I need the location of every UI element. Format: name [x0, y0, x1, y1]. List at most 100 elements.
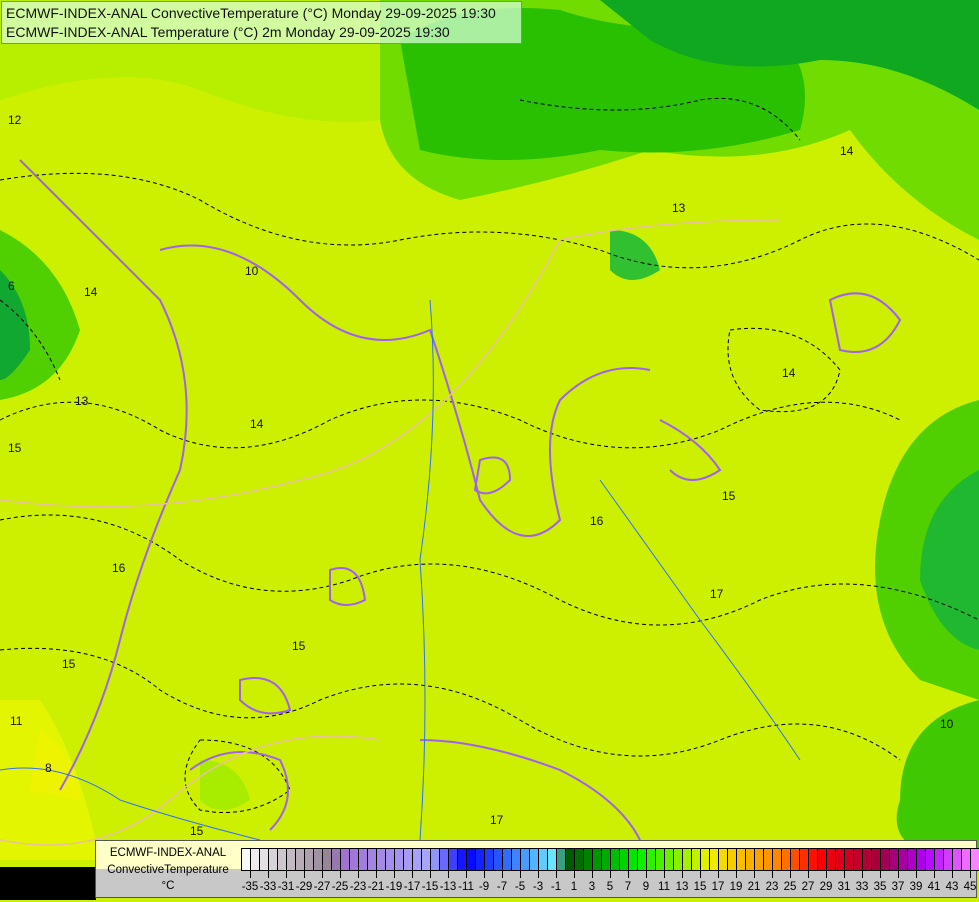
legend-tick-label: 41 [927, 881, 941, 893]
legend-swatch [368, 849, 377, 870]
legend-swatch [251, 849, 260, 870]
legend-swatch [458, 849, 467, 870]
legend-swatch [467, 849, 476, 870]
contour-label: 17 [490, 813, 504, 827]
legend-swatch [278, 849, 287, 870]
legend-tick [880, 870, 881, 878]
legend-tick [268, 870, 269, 878]
legend-tick-label: -33 [259, 881, 277, 893]
contour-label: 15 [722, 489, 736, 503]
legend-tick [502, 870, 503, 878]
legend-swatch [413, 849, 422, 870]
legend-tick-label: 37 [891, 881, 905, 893]
legend-tick [718, 870, 719, 878]
legend-swatch [422, 849, 431, 870]
legend-tick [340, 870, 341, 878]
contour-label: 6 [8, 279, 15, 293]
legend-swatch [575, 849, 584, 870]
legend-tick-label: -25 [331, 881, 349, 893]
legend-swatch [494, 849, 503, 870]
legend-swatch [863, 849, 872, 870]
legend-swatch [521, 849, 530, 870]
legend-swatch [773, 849, 782, 870]
legend-tick-label: -1 [550, 881, 562, 893]
legend-swatch [287, 849, 296, 870]
legend-swatch [584, 849, 593, 870]
contour-label: 14 [840, 144, 854, 158]
legend-tick [556, 870, 557, 878]
legend-swatch [800, 849, 809, 870]
legend-swatch [917, 849, 926, 870]
legend-tick [304, 870, 305, 878]
temperature-2m-isotherms [19, 159, 902, 841]
contour-label: 13 [672, 201, 686, 215]
legend-tick [430, 870, 431, 878]
legend-tick [520, 870, 521, 878]
legend-tick [412, 870, 413, 878]
legend-swatch [701, 849, 710, 870]
contour-label: 14 [84, 285, 98, 299]
legend-swatch [386, 849, 395, 870]
legend-color-scale [241, 848, 979, 871]
coastlines-borders [0, 219, 781, 846]
contour-label: 15 [8, 441, 22, 455]
legend-parameter: ConvectiveTemperature [107, 864, 229, 876]
legend-tick [934, 870, 935, 878]
legend-tick-label: -11 [458, 881, 474, 893]
legend-swatch [449, 849, 458, 870]
legend-tick [862, 870, 863, 878]
legend-tick [574, 870, 575, 878]
legend-swatch [737, 849, 746, 870]
legend-swatch [818, 849, 827, 870]
legend-swatch [962, 849, 971, 870]
legend-swatch [935, 849, 944, 870]
legend-unit: °C [161, 880, 175, 892]
legend-tick [826, 870, 827, 878]
legend-swatch [395, 849, 404, 870]
legend-swatch [926, 849, 935, 870]
contour-label: 8 [45, 761, 52, 775]
rivers [0, 299, 801, 841]
legend-tick-label: 31 [837, 881, 851, 893]
legend-tick-label: 35 [873, 881, 887, 893]
legend-tick [448, 870, 449, 878]
legend-tick [466, 870, 467, 878]
map-title-box: ECMWF-INDEX-ANAL ConvectiveTemperature (… [1, 1, 522, 44]
legend-swatch [350, 849, 359, 870]
legend-tick [898, 870, 899, 878]
legend-swatch [692, 849, 701, 870]
contour-label: 16 [112, 561, 126, 575]
legend-tick-label: -35 [241, 881, 259, 893]
legend-swatch [260, 849, 269, 870]
contour-label: 15 [62, 657, 76, 671]
legend-swatch [530, 849, 539, 870]
legend-tick [790, 870, 791, 878]
legend-tick [358, 870, 359, 878]
legend-tick-label: 45 [963, 881, 977, 893]
legend-tick [916, 870, 917, 878]
legend-model: ECMWF-INDEX-ANAL [109, 847, 227, 859]
legend-tick [970, 870, 971, 878]
legend-tick-label: 1 [570, 881, 578, 893]
color-legend: ECMWF-INDEX-ANAL ConvectiveTemperature °… [95, 840, 979, 898]
legend-swatch [269, 849, 278, 870]
title-line-temperature-2m: ECMWF-INDEX-ANAL Temperature (°C) 2m Mon… [6, 24, 450, 40]
legend-tick [376, 870, 377, 878]
legend-tick-label: -5 [514, 881, 526, 893]
legend-swatch [611, 849, 620, 870]
legend-swatch [971, 849, 979, 870]
legend-swatch [755, 849, 764, 870]
legend-tick [250, 870, 251, 878]
legend-swatch [647, 849, 656, 870]
legend-tick-label: -15 [421, 881, 439, 893]
legend-swatch [377, 849, 386, 870]
contour-labels: 12 13 14 15 16 17 10 8 6 11 14 13 15 16 … [8, 113, 954, 838]
legend-tick [610, 870, 611, 878]
legend-swatch [890, 849, 899, 870]
legend-swatch [908, 849, 917, 870]
legend-swatch [503, 849, 512, 870]
contour-label: 10 [940, 717, 954, 731]
legend-tick-label: -21 [367, 881, 385, 893]
legend-swatch [242, 849, 251, 870]
legend-swatch [638, 849, 647, 870]
